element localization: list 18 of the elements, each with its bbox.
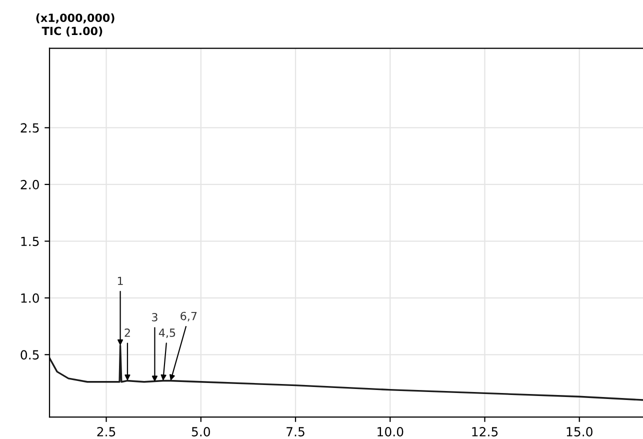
x-tick-label: 15.0 (566, 426, 592, 436)
x-tick-label: 12.5 (472, 426, 498, 436)
annotation: 6,7 (180, 312, 197, 322)
x-tick-label: 10.0 (378, 426, 404, 436)
annotation: 3 (152, 312, 158, 322)
x-tick-label: 5.0 (192, 426, 210, 436)
text: (x1,000,000) (36, 13, 114, 24)
y-tick-label: 0.5 (20, 350, 39, 360)
x-tick-label: 2.5 (97, 426, 116, 436)
annotation: 1 (118, 276, 123, 285)
text: TIC (1.00) (42, 26, 102, 36)
annotation: 2 (124, 328, 130, 337)
y-tick-label: 1.5 (21, 236, 39, 246)
y-tick-label: 2.5 (20, 123, 39, 133)
x-tick-label: 7.5 (286, 427, 304, 436)
y-tick-label: 2.0 (20, 180, 39, 190)
y-tick-label: 1.0 (21, 293, 39, 303)
annotation: 4,5 (158, 328, 176, 338)
